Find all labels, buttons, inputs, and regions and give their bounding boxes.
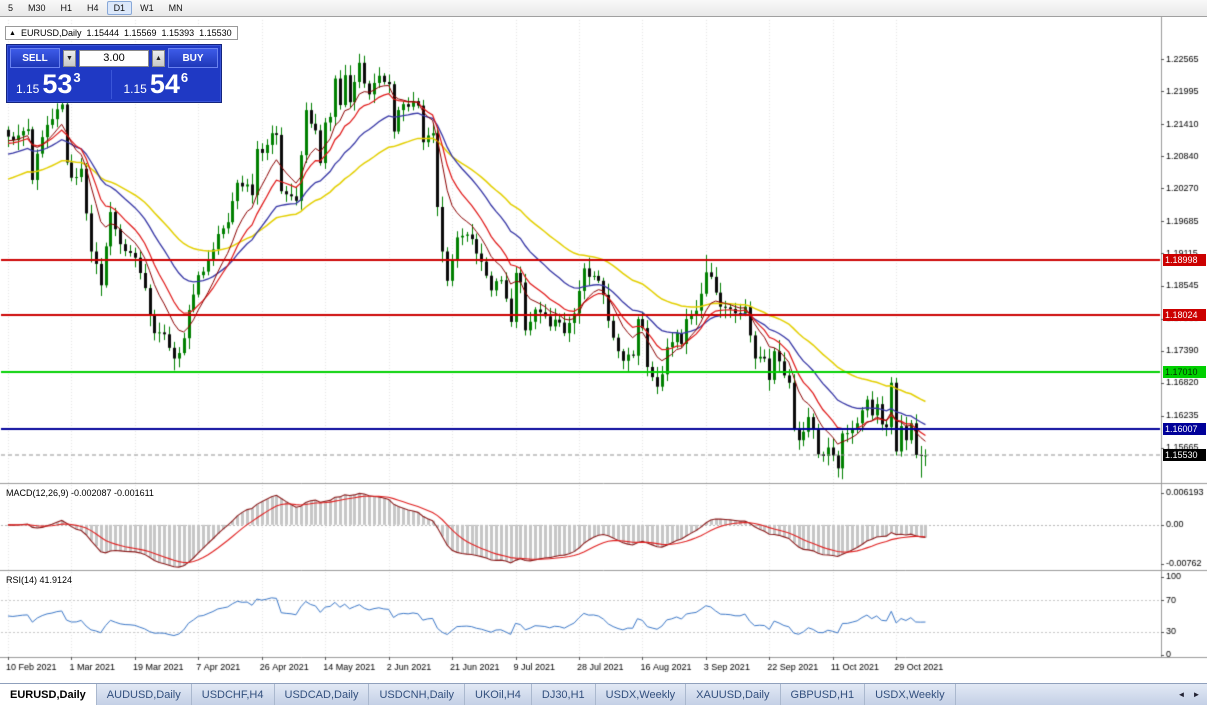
volume-decrease-button[interactable]: ▼ bbox=[63, 49, 76, 67]
price-line-tag-1.15530: 1.15530 bbox=[1163, 449, 1206, 461]
buy-price-prefix: 1.15 bbox=[123, 82, 147, 96]
timeframe-button-mn[interactable]: MN bbox=[168, 3, 183, 13]
chart-tabs-group: EURUSD,Daily AUDUSD,Daily USDCHF,H4 USDCAD,… bbox=[0, 684, 956, 705]
timeframe-toolbar: 5 M30 H1 H4 D1 W1 MN bbox=[0, 0, 1207, 17]
buy-button[interactable]: BUY bbox=[168, 48, 218, 68]
sell-price-prefix: 1.15 bbox=[16, 82, 40, 96]
volume-input[interactable] bbox=[79, 49, 149, 67]
one-click-trading-widget: SELL ▼ ▲ BUY 1.15 53 3 1.15 54 6 bbox=[6, 44, 222, 103]
price-line-tag-1.18024: 1.18024 bbox=[1163, 309, 1206, 321]
symbol-info-box: ▲ EURUSD,Daily 1.15444 1.15569 1.15393 1… bbox=[5, 26, 238, 40]
volume-increase-button[interactable]: ▲ bbox=[152, 49, 165, 67]
chart-tabs-bar: EURUSD,Daily AUDUSD,Daily USDCHF,H4 USDCAD,… bbox=[0, 683, 1207, 705]
ohlc-low: 1.15393 bbox=[161, 28, 195, 38]
timeframe-button-w1[interactable]: W1 bbox=[140, 3, 154, 13]
chart-tab-2-usdchf-h4[interactable]: USDCHF,H4 bbox=[192, 684, 275, 705]
buy-price-button[interactable]: 1.15 54 6 bbox=[110, 69, 219, 99]
tab-scroll-arrows: ◄ ► bbox=[1174, 684, 1207, 705]
sell-price-big-figure: 53 bbox=[42, 69, 73, 99]
chart-tab-6-dj30-h1[interactable]: DJ30,H1 bbox=[532, 684, 596, 705]
symbol-name: EURUSD,Daily bbox=[20, 28, 82, 38]
sell-price-pipette: 3 bbox=[73, 70, 81, 85]
timeframe-buttons-group: 5 M30 H1 H4 D1 W1 MN bbox=[1, 1, 191, 15]
rsi-indicator-label: RSI(14) 41.9124 bbox=[6, 575, 73, 585]
sell-price-button[interactable]: 1.15 53 3 bbox=[10, 70, 111, 99]
timeframe-button-d1[interactable]: D1 bbox=[106, 1, 133, 15]
tab-scroll-right-icon[interactable]: ► bbox=[1192, 690, 1201, 699]
trade-widget-prices-row: 1.15 53 3 1.15 54 6 bbox=[10, 70, 218, 99]
buy-price-pipette: 6 bbox=[180, 70, 189, 85]
chart-tab-4-usdcnh-daily[interactable]: USDCNH,Daily bbox=[369, 684, 466, 705]
timeframe-button-5[interactable]: 5 bbox=[8, 3, 14, 13]
sell-button[interactable]: SELL bbox=[10, 48, 60, 68]
timeframe-button-h1[interactable]: H1 bbox=[60, 3, 73, 13]
chart-tab-10-usdx-weekly[interactable]: USDX,Weekly bbox=[865, 684, 956, 705]
tab-scroll-left-icon[interactable]: ◄ bbox=[1177, 690, 1186, 699]
chart-tab-7-usdx-weekly[interactable]: USDX,Weekly bbox=[596, 684, 687, 705]
chart-tab-0-eurusd-daily[interactable]: EURUSD,Daily bbox=[0, 684, 97, 705]
chart-tab-5-ukoil-h4[interactable]: UKOil,H4 bbox=[465, 684, 532, 705]
timeframe-button-h4[interactable]: H4 bbox=[87, 3, 99, 13]
ohlc-high: 1.15569 bbox=[124, 28, 157, 38]
price-line-tag-1.18998: 1.18998 bbox=[1163, 254, 1206, 266]
macd-indicator-label: MACD(12,26,9) -0.002087 -0.001611 bbox=[6, 488, 154, 498]
price-chart-canvas[interactable] bbox=[0, 17, 1207, 683]
chart-region[interactable]: ▲ EURUSD,Daily 1.15444 1.15569 1.15393 1… bbox=[0, 17, 1207, 683]
timeframe-button-m30[interactable]: M30 bbox=[28, 3, 46, 13]
one-click-toggle-icon[interactable]: ▲ bbox=[9, 29, 16, 37]
chart-tab-3-usdcad-daily[interactable]: USDCAD,Daily bbox=[275, 684, 370, 705]
buy-price-big-figure: 54 bbox=[149, 69, 180, 99]
price-line-tag-1.17010: 1.17010 bbox=[1163, 366, 1206, 378]
chart-tab-8-xauusd-daily[interactable]: XAUUSD,Daily bbox=[686, 684, 781, 705]
trade-widget-top-row: SELL ▼ ▲ BUY bbox=[10, 48, 218, 68]
ohlc-close: 1.15530 bbox=[199, 28, 232, 38]
ohlc-open: 1.15444 bbox=[86, 28, 119, 38]
price-line-tag-1.16007: 1.16007 bbox=[1163, 423, 1206, 435]
chart-tab-9-gbpusd-h1[interactable]: GBPUSD,H1 bbox=[781, 684, 866, 705]
chart-tab-1-audusd-daily[interactable]: AUDUSD,Daily bbox=[97, 684, 192, 705]
